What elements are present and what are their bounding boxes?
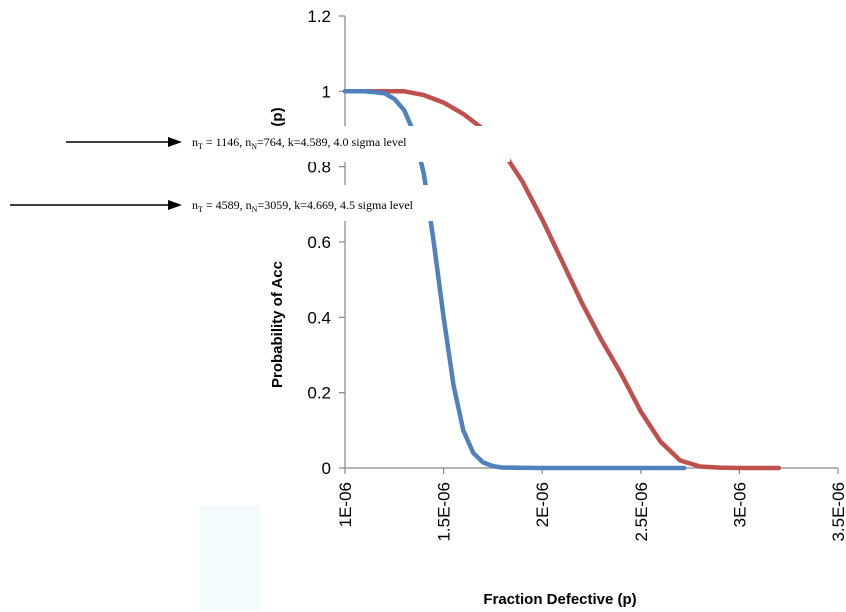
y-tick-label: 1: [322, 82, 331, 101]
y-axis: 0 0.2 0.4 0.6 0.8 1 1.2: [307, 7, 346, 478]
series-line-2: [342, 89, 782, 471]
series-line-1: [342, 89, 687, 471]
annotation-2: nT = 4589, nN=3059, k=4.669, 4.5 sigma l…: [10, 185, 510, 221]
y-tick-label: 0.8: [307, 158, 331, 177]
x-tick-label: 1.5E-06: [435, 482, 454, 542]
faint-background-swatch: [200, 505, 260, 610]
x-axis-label: Fraction Defective (p): [483, 591, 636, 608]
y-tick-label: 0: [322, 459, 331, 478]
annotation-1-box: [180, 126, 510, 162]
x-tick-label: 2.5E-06: [632, 482, 651, 542]
y-axis-label-tail: (p): [269, 107, 286, 126]
x-tick-label: 3E-06: [730, 482, 749, 527]
annotation-1: nT = 1146, nN=764, k=4.589, 4.0 sigma le…: [66, 126, 510, 162]
x-tick-label: 2E-06: [533, 482, 552, 527]
y-axis-label: Probability of Acc: [269, 261, 286, 388]
y-tick-label: 1.2: [307, 7, 331, 26]
annotation-2-text: nT = 4589, nN=3059, k=4.669, 4.5 sigma l…: [192, 198, 414, 214]
x-tick-label: 3.5E-06: [829, 482, 846, 542]
y-tick-label: 0.2: [307, 384, 331, 403]
annotation-1-text: nT = 1146, nN=764, k=4.589, 4.0 sigma le…: [192, 135, 407, 151]
y-tick-label: 0.4: [307, 308, 331, 327]
annotation-2-arrowhead: [168, 200, 182, 210]
annotation-1-arrowhead: [168, 137, 182, 147]
x-axis: 1E-06 1.5E-06 2E-06 2.5E-06 3E-06 3.5E-06: [336, 467, 846, 542]
series-layer: [342, 89, 782, 471]
x-tick-label: 1E-06: [336, 482, 355, 527]
annotation-2-box: [180, 185, 510, 221]
y-tick-label: 0.6: [307, 233, 331, 252]
